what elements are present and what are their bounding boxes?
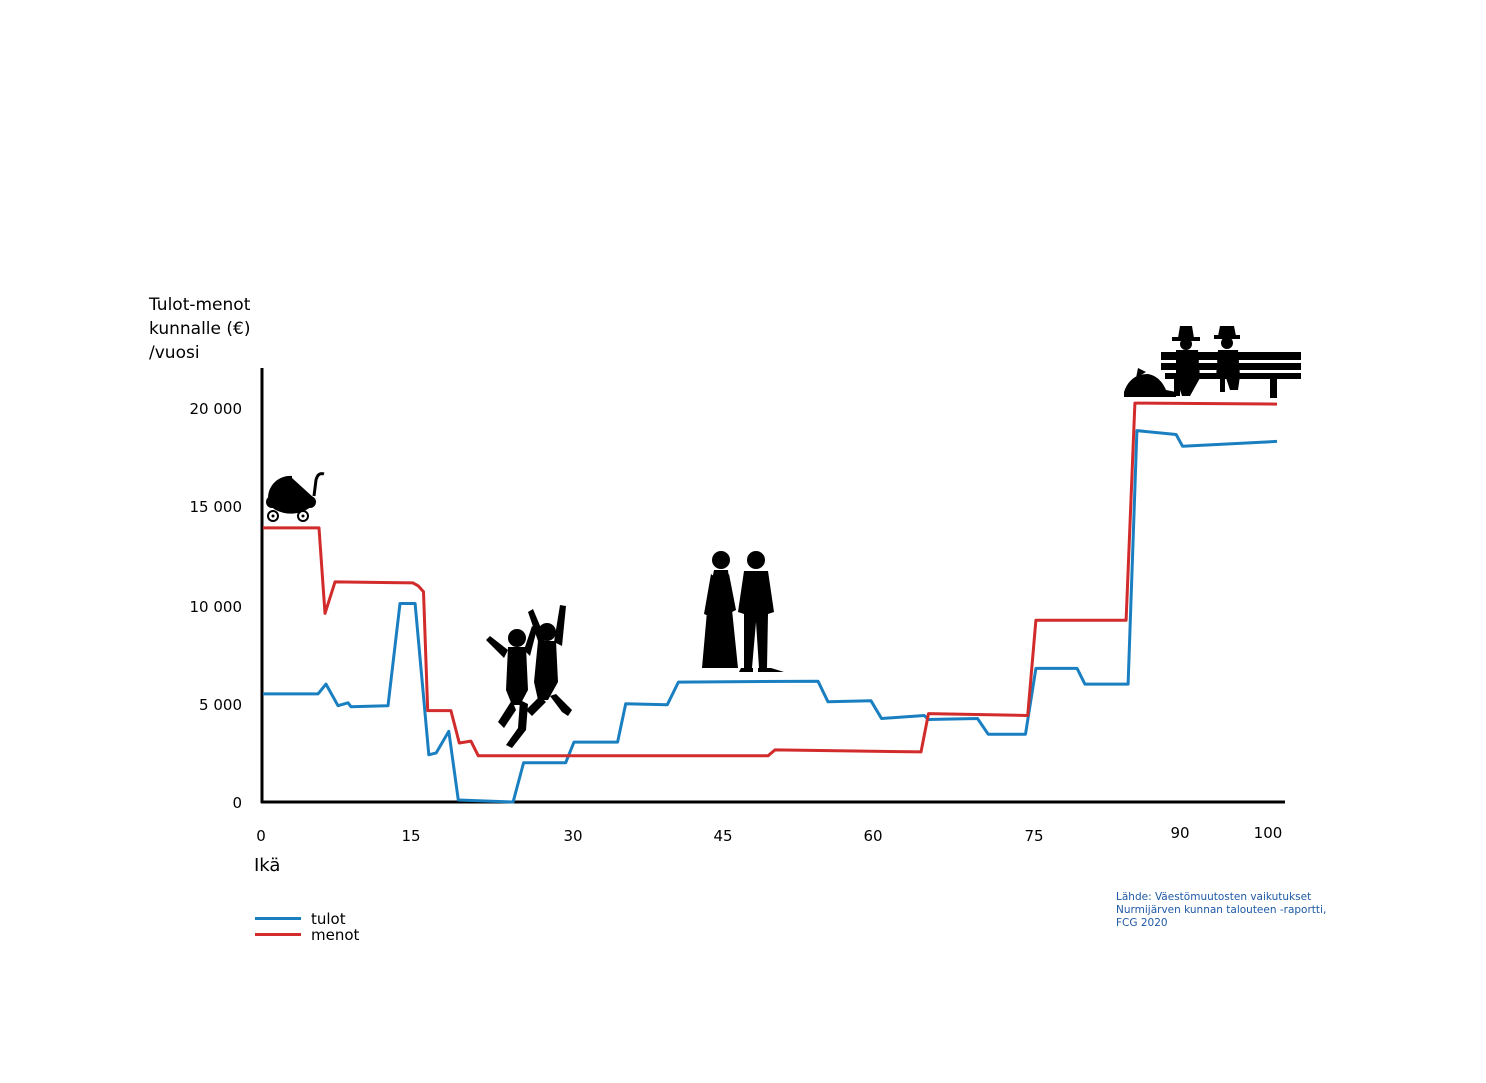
source-note-line-2: Nurmijärven kunnan talouteen -raportti, — [1116, 904, 1327, 916]
y-tick-label: 5 000 — [199, 696, 242, 714]
legend-label-tulot: tulot — [311, 909, 346, 928]
y-axis-title-line-3: /vuosi — [149, 343, 200, 363]
baby-carriage-icon — [266, 472, 325, 522]
source-note-line-3: FCG 2020 — [1116, 917, 1168, 929]
couple-icon — [702, 551, 784, 672]
legend-item-tulot: tulot — [255, 909, 346, 928]
legend-label-menot: menot — [311, 925, 360, 944]
y-axis-title-line-2: kunnalle (€) — [149, 319, 251, 339]
legend-item-menot: menot — [255, 925, 360, 944]
y-axis-title-line-1: Tulot-menot — [149, 295, 251, 315]
source-note-line-1: Lähde: Väestömuutosten vaikutukset — [1116, 891, 1312, 903]
series-line-tulot — [263, 429, 1278, 804]
x-tick-label: 15 — [401, 827, 421, 845]
legend-swatch-tulot — [255, 917, 301, 920]
x-tick-label: 0 — [256, 827, 266, 845]
x-axis-title: Ikä — [254, 855, 281, 876]
y-tick-label: 0 — [232, 794, 242, 812]
series-line-menot — [263, 401, 1278, 758]
x-tick-label: 30 — [563, 827, 583, 845]
y-tick-label: 10 000 — [189, 598, 243, 616]
legend-swatch-menot — [255, 933, 301, 936]
elderly-bench-icon — [1124, 326, 1301, 398]
series-layer — [263, 401, 1278, 804]
x-tick-label: 100 — [1253, 824, 1283, 842]
x-tick-label: 90 — [1170, 824, 1190, 842]
x-tick-label: 75 — [1024, 827, 1044, 845]
jumping-youth-icon — [486, 605, 572, 748]
y-tick-label: 15 000 — [189, 498, 243, 516]
x-tick-label: 45 — [713, 827, 733, 845]
y-tick-label: 20 000 — [189, 400, 243, 418]
x-tick-label: 60 — [863, 827, 883, 845]
